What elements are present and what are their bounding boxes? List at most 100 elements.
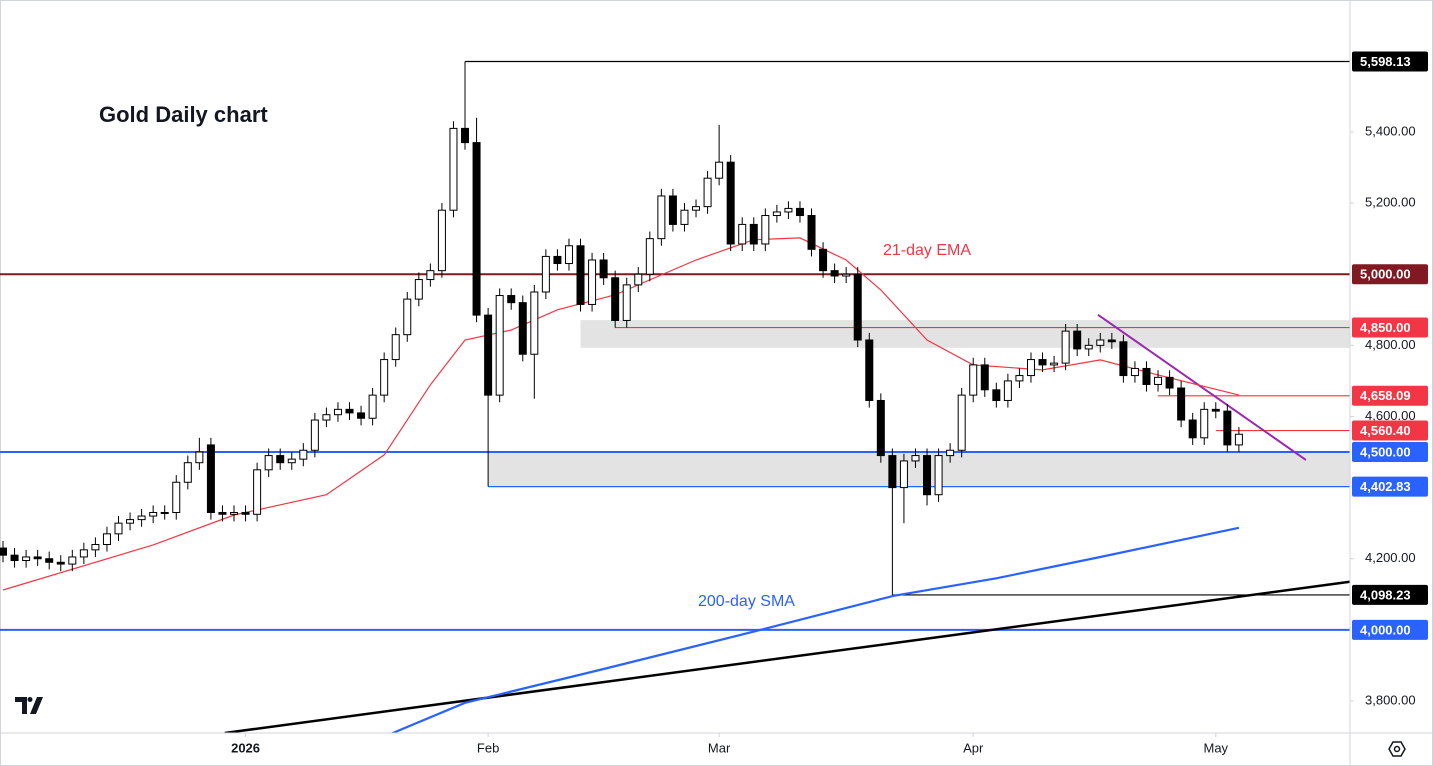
candle-body (946, 449, 955, 457)
candle-body (68, 556, 77, 565)
candle-body (923, 455, 932, 496)
candle-body (1107, 339, 1116, 343)
candle-body (1154, 376, 1163, 385)
y-tick-label: 4,800.00 (1365, 337, 1416, 352)
candle-body (241, 511, 250, 515)
candle-body (518, 302, 527, 355)
candle-body (0, 547, 8, 556)
price-label: 4,500.00 (1360, 444, 1411, 459)
candle-body (899, 460, 908, 489)
candle-body (333, 408, 342, 416)
price-label-bg (1352, 619, 1428, 640)
price-label: 4,560.40 (1360, 423, 1411, 438)
candle-body (287, 458, 296, 464)
trendline (1097, 313, 1307, 461)
candle-body (126, 519, 135, 524)
candle-body (1165, 376, 1174, 389)
candle-body (1096, 339, 1105, 346)
candle-body (137, 515, 146, 521)
candle-body (553, 255, 562, 265)
candle-body (1003, 380, 1012, 401)
candle-body (183, 462, 192, 483)
price-label-bg (1352, 420, 1428, 441)
candle-body (22, 556, 31, 562)
candle-body (611, 277, 620, 321)
candle-body (969, 364, 978, 396)
candle-body (345, 408, 354, 414)
candle-body (149, 511, 158, 517)
candle-body (564, 245, 573, 265)
price-label: 5,000.00 (1360, 267, 1411, 282)
candle-body (1061, 330, 1070, 364)
candle-body (830, 270, 839, 277)
candle-body (1211, 408, 1220, 412)
candle-body (622, 284, 631, 321)
price-label-bg (1352, 442, 1428, 463)
x-tick-label: Apr (963, 740, 984, 755)
candle-body (461, 127, 470, 144)
price-label: 4,000.00 (1360, 622, 1411, 637)
candle-body (599, 259, 608, 279)
price-label: 4,402.83 (1360, 479, 1411, 494)
candle-body (749, 223, 758, 245)
candle-body (403, 298, 412, 336)
candle-body (657, 195, 666, 240)
candle-body (530, 291, 539, 355)
candle-body (45, 558, 54, 563)
candle-body (680, 209, 689, 225)
candle-body (888, 455, 897, 489)
candle-body (437, 209, 446, 272)
candle-body (507, 295, 516, 304)
candle-body (668, 195, 677, 225)
trendline (224, 580, 1350, 733)
candle-body (992, 389, 1001, 401)
price-label: 4,658.09 (1360, 388, 1411, 403)
y-tick-label: 3,800.00 (1365, 692, 1416, 707)
candle-body (102, 533, 111, 546)
sma-annotation: 200-day SMA (698, 593, 795, 610)
candle-body (414, 279, 423, 300)
candle-body (934, 455, 943, 496)
candle-body (310, 419, 319, 451)
price-label: 5,598.13 (1360, 54, 1411, 69)
x-tick-label: Feb (477, 740, 499, 755)
candle-body (807, 215, 816, 250)
candle-body (865, 339, 874, 401)
candle-body (645, 238, 654, 275)
x-tick-label: May (1204, 740, 1229, 755)
candle-body (472, 142, 481, 316)
candle-body (495, 295, 504, 396)
candle-body (1234, 433, 1243, 446)
candle-body (853, 273, 862, 341)
ema-annotation: 21-day EMA (883, 242, 971, 259)
candle-body (715, 161, 724, 179)
candle-body (692, 206, 701, 211)
candle-body (449, 127, 458, 211)
price-label-bg (1352, 51, 1428, 72)
settings-icon[interactable] (1388, 741, 1406, 757)
price-label-bg (1352, 385, 1428, 406)
candle-body (980, 364, 989, 391)
y-tick-label: 5,400.00 (1365, 123, 1416, 138)
candle-body (253, 469, 262, 515)
candle-body (576, 245, 585, 305)
indicator-line (389, 526, 1240, 733)
candle-body (380, 359, 389, 396)
y-tick-label: 4,200.00 (1365, 550, 1416, 565)
candle-body (1050, 362, 1059, 366)
candle-body (541, 255, 550, 293)
candle-body (784, 207, 793, 213)
price-label: 4,098.23 (1360, 587, 1411, 602)
candle-body (230, 511, 239, 515)
candle-body (206, 444, 215, 513)
price-label: 4,850.00 (1360, 320, 1411, 335)
candle-body (1084, 344, 1093, 350)
candle-body (10, 554, 19, 562)
candle-body (368, 394, 377, 419)
candle-body (588, 259, 597, 305)
candle-body (842, 273, 851, 277)
x-tick-label: Mar (708, 740, 731, 755)
candle-body (1073, 330, 1082, 350)
